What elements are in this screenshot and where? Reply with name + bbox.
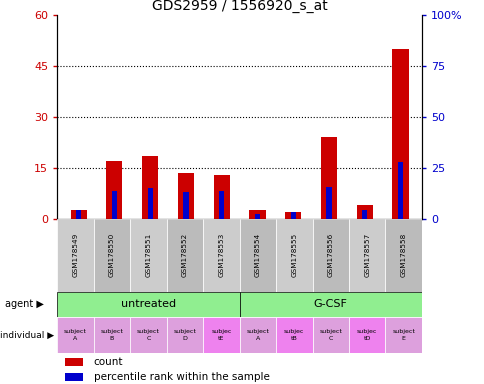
- Text: GSM178554: GSM178554: [254, 233, 260, 278]
- Bar: [285, 212, 301, 219]
- Text: subject
A: subject A: [246, 329, 269, 341]
- Bar: [57, 292, 239, 317]
- Bar: [203, 219, 239, 292]
- Text: untreated: untreated: [121, 299, 176, 310]
- Bar: [397, 162, 402, 219]
- Bar: [166, 219, 203, 292]
- Text: GSM178557: GSM178557: [363, 233, 369, 278]
- Bar: [93, 219, 130, 292]
- Bar: [57, 317, 93, 353]
- Bar: [362, 210, 367, 219]
- Text: GSM178549: GSM178549: [72, 233, 78, 278]
- Bar: [320, 137, 336, 219]
- Title: GDS2959 / 1556920_s_at: GDS2959 / 1556920_s_at: [151, 0, 327, 13]
- Text: count: count: [93, 357, 123, 367]
- Text: subject
E: subject E: [392, 329, 414, 341]
- Text: subjec
tE: subjec tE: [211, 329, 231, 341]
- Bar: [93, 317, 130, 353]
- Text: subject
D: subject D: [173, 329, 196, 341]
- Bar: [183, 192, 188, 219]
- Bar: [254, 214, 259, 219]
- Text: subject
B: subject B: [100, 329, 123, 341]
- Bar: [348, 317, 385, 353]
- Text: percentile rank within the sample: percentile rank within the sample: [93, 372, 269, 382]
- Text: subjec
tD: subjec tD: [356, 329, 377, 341]
- Bar: [290, 212, 295, 219]
- Bar: [203, 317, 239, 353]
- Bar: [219, 191, 224, 219]
- Bar: [356, 205, 372, 219]
- Bar: [166, 317, 203, 353]
- Bar: [249, 210, 265, 219]
- Text: GSM178558: GSM178558: [400, 233, 406, 278]
- Text: GSM178553: GSM178553: [218, 233, 224, 278]
- Bar: [326, 187, 331, 219]
- Bar: [71, 210, 87, 219]
- Bar: [57, 219, 93, 292]
- Bar: [385, 219, 421, 292]
- Bar: [385, 317, 421, 353]
- Bar: [275, 219, 312, 292]
- Text: GSM178555: GSM178555: [291, 233, 297, 278]
- Text: GSM178556: GSM178556: [327, 233, 333, 278]
- Text: individual ▶: individual ▶: [0, 331, 54, 339]
- Bar: [130, 317, 166, 353]
- Bar: [76, 210, 81, 219]
- Bar: [275, 317, 312, 353]
- Text: G-CSF: G-CSF: [313, 299, 347, 310]
- Text: subjec
tB: subjec tB: [284, 329, 304, 341]
- Bar: [213, 175, 229, 219]
- Bar: [312, 317, 348, 353]
- Text: subject
A: subject A: [64, 329, 87, 341]
- Bar: [64, 373, 83, 381]
- Bar: [312, 219, 348, 292]
- Text: agent ▶: agent ▶: [5, 299, 44, 310]
- Bar: [130, 219, 166, 292]
- Bar: [239, 219, 275, 292]
- Bar: [178, 173, 194, 219]
- Text: subject
C: subject C: [136, 329, 160, 341]
- Bar: [106, 161, 122, 219]
- Bar: [142, 156, 158, 219]
- Text: subject
C: subject C: [318, 329, 342, 341]
- Bar: [111, 191, 117, 219]
- Bar: [239, 317, 275, 353]
- Text: GSM178550: GSM178550: [109, 233, 115, 278]
- Bar: [239, 292, 421, 317]
- Bar: [64, 358, 83, 366]
- Bar: [392, 49, 408, 219]
- Text: GSM178551: GSM178551: [145, 233, 151, 278]
- Bar: [348, 219, 385, 292]
- Bar: [147, 189, 152, 219]
- Text: GSM178552: GSM178552: [182, 233, 187, 278]
